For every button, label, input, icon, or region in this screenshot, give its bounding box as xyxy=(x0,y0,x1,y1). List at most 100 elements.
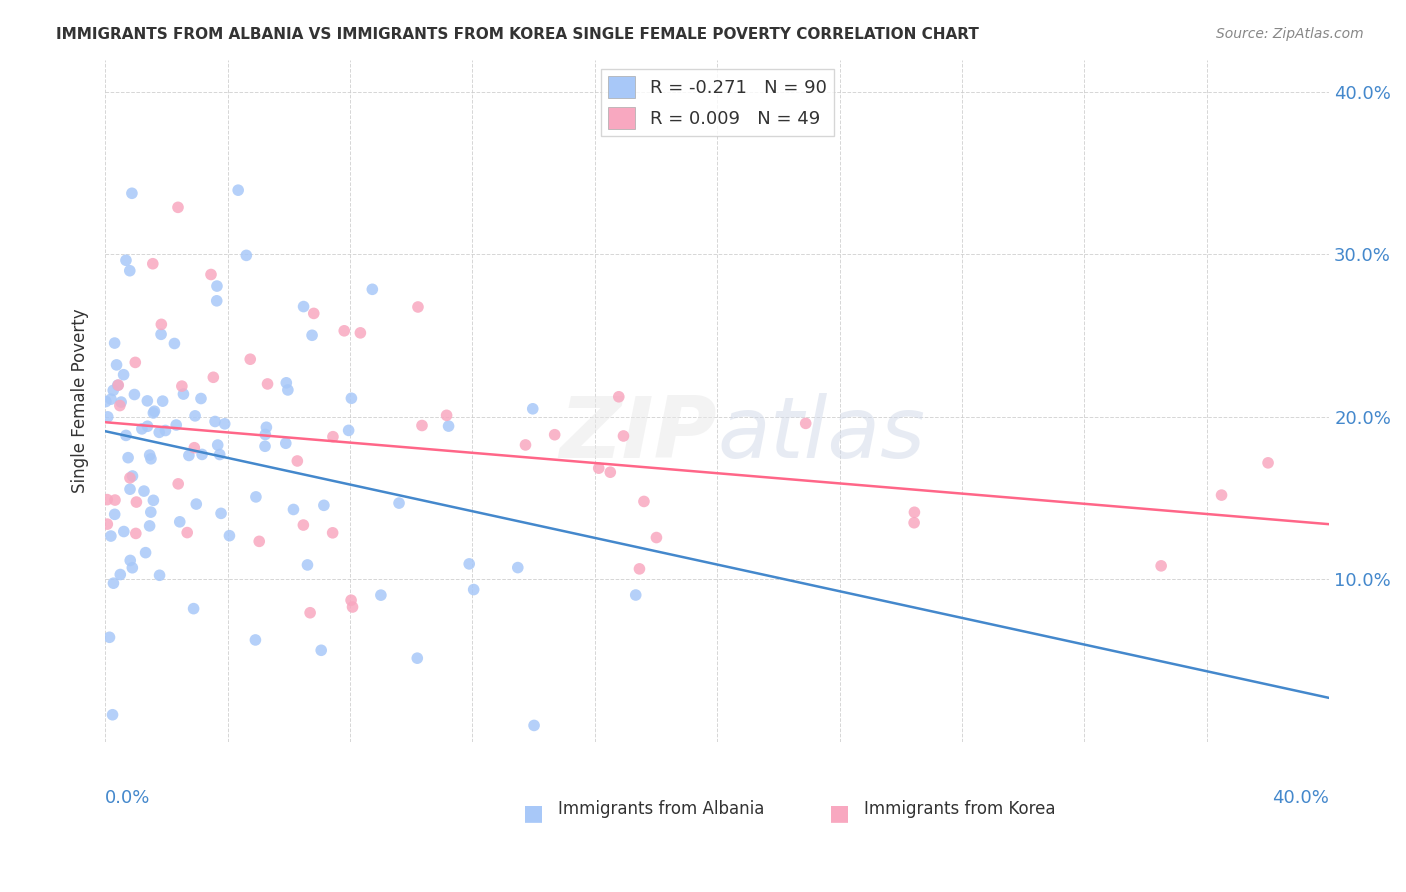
Point xyxy=(322,430,344,444)
Point xyxy=(903,505,925,519)
Point xyxy=(544,427,567,442)
Point xyxy=(276,376,298,390)
Point xyxy=(437,419,460,434)
Text: ZIP: ZIP xyxy=(560,393,717,476)
Point xyxy=(184,409,207,423)
Point xyxy=(142,493,165,508)
Point xyxy=(139,505,162,519)
Point xyxy=(302,306,325,320)
Point xyxy=(245,490,267,504)
Point xyxy=(463,582,485,597)
Point xyxy=(124,355,146,369)
Point xyxy=(139,451,162,466)
Point xyxy=(588,461,610,475)
Point xyxy=(183,441,205,455)
Point xyxy=(118,482,141,496)
Point xyxy=(388,496,411,510)
Point xyxy=(207,438,229,452)
Point xyxy=(131,422,153,436)
Point xyxy=(118,471,141,485)
Point xyxy=(624,588,647,602)
Point xyxy=(204,415,226,429)
Text: ■: ■ xyxy=(830,803,851,823)
Point xyxy=(436,409,458,423)
Point xyxy=(254,427,277,442)
Point xyxy=(292,300,315,314)
Point xyxy=(794,417,817,431)
Point xyxy=(104,493,127,508)
Point xyxy=(152,394,174,409)
Point xyxy=(607,390,630,404)
Point xyxy=(118,263,141,277)
Point xyxy=(169,515,191,529)
Point xyxy=(165,417,187,432)
Point xyxy=(94,394,117,409)
Point xyxy=(183,601,205,615)
Point xyxy=(191,447,214,461)
Point xyxy=(124,387,146,401)
Point xyxy=(107,378,129,392)
Point xyxy=(112,368,135,382)
Point xyxy=(117,450,139,465)
Text: 0.0%: 0.0% xyxy=(105,789,150,807)
Point xyxy=(150,318,173,332)
Point xyxy=(177,449,200,463)
Point xyxy=(235,248,257,262)
Point xyxy=(1150,558,1173,573)
Point xyxy=(172,387,194,401)
Point xyxy=(143,404,166,418)
Point xyxy=(176,525,198,540)
Point xyxy=(138,519,160,533)
Point xyxy=(142,257,165,271)
Y-axis label: Single Female Poverty: Single Female Poverty xyxy=(72,309,89,493)
Point xyxy=(903,516,925,530)
Point xyxy=(1257,456,1279,470)
Point xyxy=(406,651,429,665)
Point xyxy=(628,562,651,576)
Text: ■: ■ xyxy=(523,803,544,823)
Point xyxy=(349,326,371,340)
Point xyxy=(370,588,392,602)
Point xyxy=(612,429,634,443)
Point xyxy=(245,632,267,647)
Point xyxy=(226,183,249,197)
Point xyxy=(150,327,173,342)
Point xyxy=(239,352,262,367)
Point xyxy=(107,378,129,392)
Point xyxy=(208,448,231,462)
Text: atlas: atlas xyxy=(717,393,925,476)
Point xyxy=(299,606,322,620)
Point xyxy=(136,393,159,408)
Point xyxy=(170,379,193,393)
Point xyxy=(283,502,305,516)
Point xyxy=(110,395,132,409)
Text: Immigrants from Albania: Immigrants from Albania xyxy=(558,799,765,818)
Point xyxy=(200,268,222,282)
Point xyxy=(1211,488,1233,502)
Point xyxy=(254,420,277,434)
Point xyxy=(340,391,363,405)
Point xyxy=(205,279,228,293)
Point xyxy=(506,560,529,574)
Point xyxy=(112,524,135,539)
Point xyxy=(633,494,655,508)
Point xyxy=(96,517,118,532)
Point xyxy=(100,529,122,543)
Point xyxy=(522,401,544,416)
Point xyxy=(142,406,165,420)
Point xyxy=(599,465,621,479)
Point xyxy=(167,476,190,491)
Point xyxy=(101,707,124,722)
Point xyxy=(167,200,190,214)
Point xyxy=(148,425,170,440)
Point xyxy=(337,424,360,438)
Text: Immigrants from Korea: Immigrants from Korea xyxy=(865,799,1056,818)
Point xyxy=(274,436,297,450)
Point xyxy=(125,526,148,541)
Point xyxy=(148,568,170,582)
Text: 40.0%: 40.0% xyxy=(1272,789,1329,807)
Point xyxy=(136,419,159,434)
Point xyxy=(132,484,155,499)
Point xyxy=(120,553,142,567)
Point xyxy=(342,600,364,615)
